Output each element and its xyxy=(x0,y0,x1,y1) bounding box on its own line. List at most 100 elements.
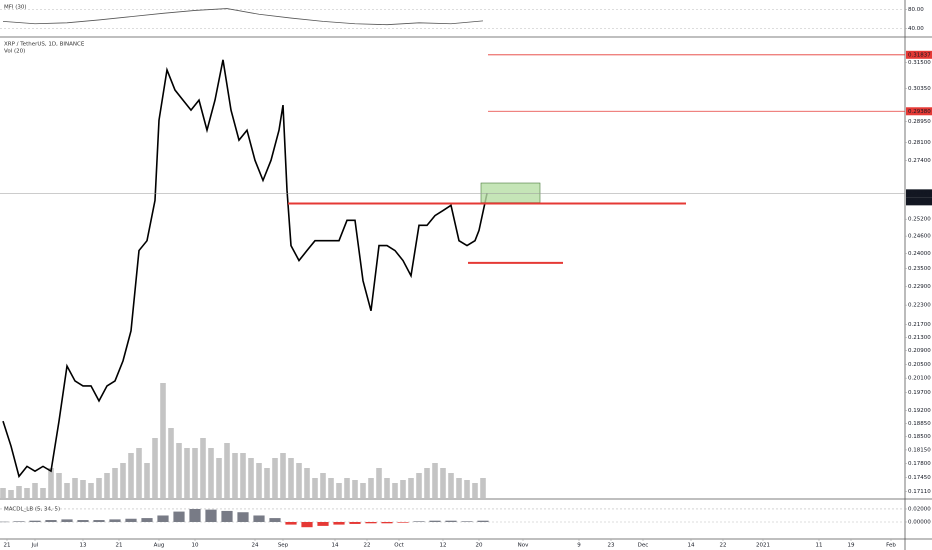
x-tick-label: 12 xyxy=(440,543,447,549)
bar xyxy=(16,486,22,498)
bar xyxy=(184,448,190,498)
x-tick-label: 13 xyxy=(80,543,87,549)
y-tick-label: 0.20100 xyxy=(908,376,931,382)
x-tick-label: Nov xyxy=(518,543,529,549)
x-tick-label: 2021 xyxy=(756,543,770,549)
indicator-title: Vol (20) xyxy=(4,49,25,55)
bar xyxy=(384,478,390,498)
bar xyxy=(352,480,358,498)
bar xyxy=(424,468,430,498)
bar xyxy=(301,521,313,528)
y-tick-label: 80.00 xyxy=(908,7,924,13)
bar xyxy=(445,520,457,522)
bar xyxy=(136,448,142,498)
bar xyxy=(64,483,70,498)
bar xyxy=(128,453,134,498)
bar xyxy=(360,483,366,498)
y-tick-label: 0.19700 xyxy=(908,390,931,396)
bar xyxy=(416,473,422,498)
x-tick-label: 23 xyxy=(608,543,615,549)
y-tick-label: 0.23500 xyxy=(908,266,931,272)
bar xyxy=(168,428,174,498)
bar xyxy=(48,468,54,498)
x-tick-label: 11 xyxy=(816,543,823,549)
bar xyxy=(77,520,89,522)
y-tick-label: 0.27400 xyxy=(908,158,931,164)
bar xyxy=(200,438,206,498)
x-tick-label: 21 xyxy=(116,543,123,549)
bar xyxy=(205,509,217,522)
x-tick-label: Feb xyxy=(886,543,896,549)
bar xyxy=(0,521,9,523)
y-tick-label: 0.17800 xyxy=(908,461,931,467)
bar xyxy=(368,478,374,498)
bar xyxy=(432,463,438,498)
indicator-title: MACDL_LB (5, 34, 5) xyxy=(4,507,60,513)
bar xyxy=(264,468,270,498)
bar xyxy=(61,519,73,522)
x-tick-label: 14 xyxy=(688,543,695,549)
bar xyxy=(192,448,198,498)
last-price-tag xyxy=(906,189,932,198)
y-tick-label: 0.18850 xyxy=(908,421,931,427)
bar xyxy=(336,483,342,498)
x-tick-label: 14 xyxy=(332,543,339,549)
x-tick-label: 9 xyxy=(577,543,581,549)
bar xyxy=(232,453,238,498)
bar xyxy=(304,468,310,498)
countdown-tag xyxy=(906,197,932,206)
bar xyxy=(40,488,46,498)
bar xyxy=(208,448,214,498)
bar xyxy=(272,458,278,498)
y-tick-label: 0.30350 xyxy=(908,86,931,92)
y-tick-label: 40.00 xyxy=(908,26,924,32)
level-label: 0.29380 xyxy=(908,109,931,115)
symbol-title: XRP / TetherUS, 1D, BINANCE xyxy=(4,42,85,48)
bar xyxy=(253,515,265,522)
bar xyxy=(464,480,470,498)
bar xyxy=(72,478,78,498)
bar xyxy=(13,521,25,522)
bar xyxy=(120,463,126,498)
bar xyxy=(224,443,230,498)
y-tick-label: 0.28100 xyxy=(908,140,931,146)
bar xyxy=(141,518,153,522)
x-tick-label: 24 xyxy=(252,543,259,549)
y-tick-label: 0.02000 xyxy=(908,506,931,512)
bar xyxy=(80,480,86,498)
bar xyxy=(160,383,166,498)
bar xyxy=(365,521,377,524)
bar xyxy=(349,521,361,524)
bar xyxy=(461,521,473,522)
bar xyxy=(157,515,169,522)
bar xyxy=(333,521,345,525)
y-tick-label: 0.17450 xyxy=(908,475,931,481)
y-tick-label: 0.22300 xyxy=(908,303,931,309)
y-tick-label: 0.19200 xyxy=(908,408,931,414)
bar xyxy=(189,508,201,522)
x-tick-label: Jul xyxy=(31,543,39,549)
x-tick-label: Dec xyxy=(638,543,649,549)
y-tick-label: 0.24000 xyxy=(908,251,931,257)
bar xyxy=(125,518,137,522)
bar xyxy=(96,478,102,498)
bar xyxy=(429,520,441,522)
bar xyxy=(288,458,294,498)
x-tick-label: 10 xyxy=(192,543,199,549)
x-tick-label: 19 xyxy=(848,543,855,549)
bar xyxy=(8,490,14,498)
bar xyxy=(472,483,478,498)
bar xyxy=(240,453,246,498)
bar xyxy=(152,438,158,498)
bar xyxy=(317,521,329,526)
bar xyxy=(320,473,326,498)
bar xyxy=(24,488,30,498)
x-tick-label: 22 xyxy=(720,543,727,549)
bar xyxy=(328,478,334,498)
bar xyxy=(477,520,489,522)
bar xyxy=(216,458,222,498)
bar xyxy=(408,478,414,498)
indicator-title: MFI (30) xyxy=(4,5,27,11)
bar xyxy=(456,478,462,498)
